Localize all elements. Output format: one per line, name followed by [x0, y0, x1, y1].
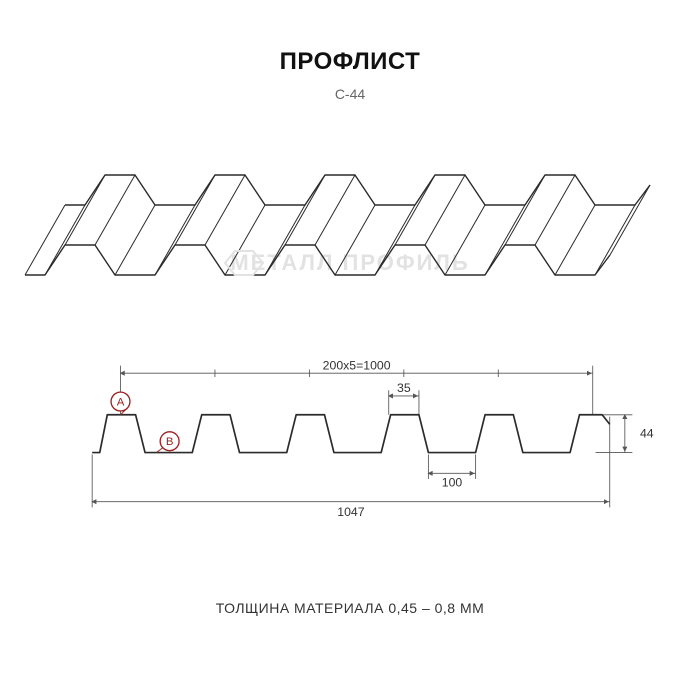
- marker-a-letter: A: [117, 396, 125, 408]
- dimension-labels: 200x5=1000 35 100 1047 44: [323, 360, 654, 519]
- dim-top-flat: 35: [397, 381, 411, 395]
- dim-pitch-row: 200x5=1000: [323, 360, 391, 372]
- watermark-logo-icon: [225, 251, 263, 275]
- profile-3d-drawing: [10, 150, 690, 320]
- profile-code: С-44: [0, 86, 700, 102]
- page-title: ПРОФЛИСТ: [0, 48, 700, 76]
- profile-3d-path: [25, 175, 650, 275]
- dim-valley: 100: [442, 476, 463, 490]
- dim-height: 44: [640, 426, 654, 440]
- marker-b-letter: B: [166, 436, 174, 448]
- material-thickness: ТОЛЩИНА МАТЕРИАЛА 0,45 – 0,8 ММ: [0, 600, 700, 616]
- dim-total-width: 1047: [337, 505, 364, 519]
- surface-markers: A B: [111, 392, 179, 452]
- profile-cross-section: 200x5=1000 35 100 1047 44 A B: [35, 360, 665, 530]
